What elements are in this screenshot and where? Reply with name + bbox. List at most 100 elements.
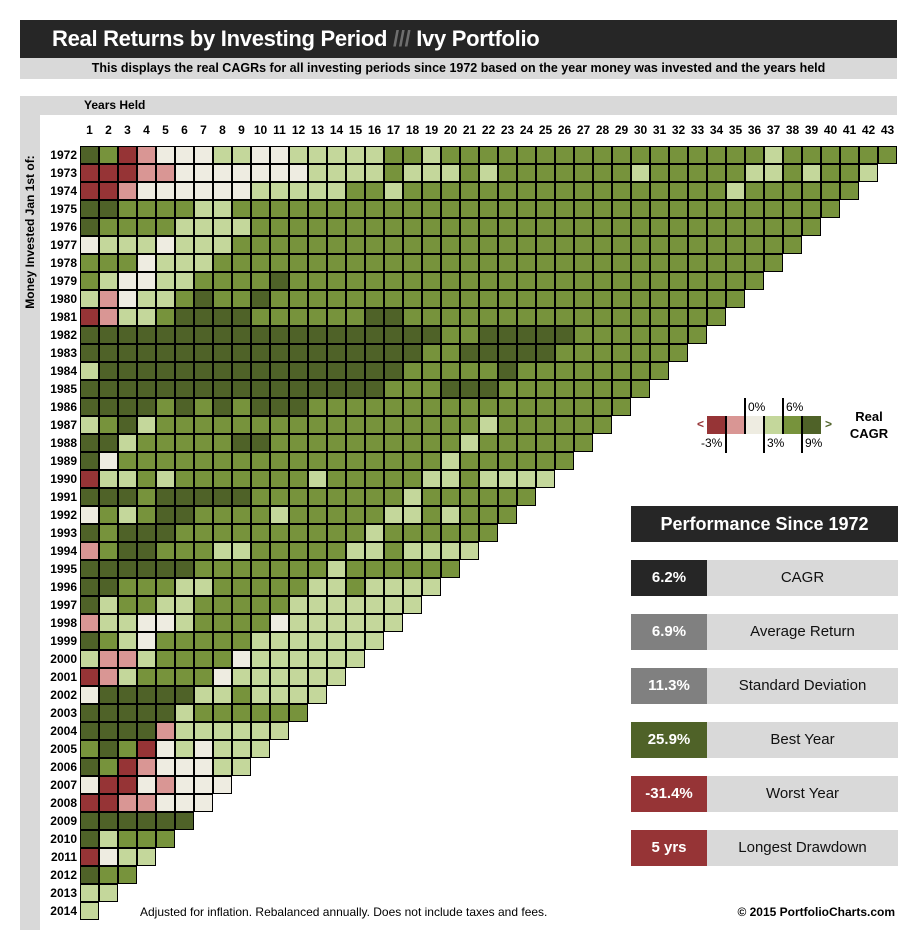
heatmap-cell bbox=[80, 470, 99, 488]
heatmap-cell bbox=[517, 326, 536, 344]
heatmap-cell bbox=[422, 524, 441, 542]
heatmap-cell bbox=[270, 524, 289, 542]
heatmap-cell bbox=[574, 308, 593, 326]
stat-row: 11.3% Standard Deviation bbox=[631, 668, 898, 704]
heatmap-cell bbox=[213, 740, 232, 758]
heatmap-cell bbox=[194, 560, 213, 578]
heatmap-cell bbox=[346, 650, 365, 668]
heatmap-cell bbox=[175, 686, 194, 704]
heatmap-cell bbox=[517, 452, 536, 470]
heatmap-cell bbox=[726, 146, 745, 164]
heatmap-cell bbox=[555, 344, 574, 362]
heatmap-cell bbox=[574, 434, 593, 452]
heatmap-cell bbox=[194, 704, 213, 722]
heatmap-cell bbox=[289, 506, 308, 524]
heatmap-cell bbox=[308, 452, 327, 470]
heatmap-cell bbox=[137, 848, 156, 866]
heatmap-cell bbox=[460, 416, 479, 434]
heatmap-cell bbox=[137, 452, 156, 470]
heatmap-cell bbox=[194, 740, 213, 758]
heatmap-cell bbox=[460, 344, 479, 362]
heatmap-cell bbox=[289, 614, 308, 632]
heatmap-cell bbox=[308, 632, 327, 650]
heatmap-cell bbox=[175, 326, 194, 344]
heatmap-cell bbox=[574, 326, 593, 344]
row-label: 2001 bbox=[50, 670, 77, 684]
heatmap-cell bbox=[479, 236, 498, 254]
heatmap-cell bbox=[821, 164, 840, 182]
heatmap-cell bbox=[232, 254, 251, 272]
heatmap-cell bbox=[213, 596, 232, 614]
column-label: 35 bbox=[728, 123, 743, 137]
heatmap-cell bbox=[289, 668, 308, 686]
column-label: 38 bbox=[785, 123, 800, 137]
heatmap-cell bbox=[365, 236, 384, 254]
heatmap-cell bbox=[384, 452, 403, 470]
row-label: 1987 bbox=[50, 418, 77, 432]
heatmap-cell bbox=[536, 146, 555, 164]
heatmap-cell bbox=[308, 380, 327, 398]
heatmap-cell bbox=[479, 146, 498, 164]
column-label: 13 bbox=[310, 123, 325, 137]
heatmap-cell bbox=[118, 146, 137, 164]
stat-value: 5 yrs bbox=[631, 830, 707, 866]
heatmap-cell bbox=[118, 668, 137, 686]
heatmap-cell bbox=[555, 326, 574, 344]
heatmap-cell bbox=[194, 272, 213, 290]
heatmap-cell bbox=[403, 362, 422, 380]
heatmap-cell bbox=[232, 686, 251, 704]
heatmap-cell bbox=[137, 182, 156, 200]
heatmap-cell bbox=[213, 308, 232, 326]
heatmap-cell bbox=[441, 344, 460, 362]
heatmap-cell bbox=[289, 560, 308, 578]
heatmap-cell bbox=[99, 704, 118, 722]
heatmap-cell bbox=[422, 380, 441, 398]
heatmap-cell bbox=[137, 470, 156, 488]
heatmap-cell bbox=[327, 326, 346, 344]
heatmap-cell bbox=[422, 218, 441, 236]
heatmap-cell bbox=[251, 542, 270, 560]
heatmap-cell bbox=[251, 578, 270, 596]
heatmap-cell bbox=[137, 578, 156, 596]
row-label: 1981 bbox=[50, 310, 77, 324]
heatmap-cell bbox=[232, 326, 251, 344]
heatmap-cell bbox=[118, 344, 137, 362]
heatmap-cell bbox=[422, 398, 441, 416]
heatmap-cell bbox=[270, 398, 289, 416]
heatmap-cell bbox=[80, 812, 99, 830]
performance-title: Performance Since 1972 bbox=[631, 506, 898, 542]
heatmap-cell bbox=[175, 704, 194, 722]
heatmap-cell bbox=[555, 362, 574, 380]
heatmap-cell bbox=[327, 164, 346, 182]
heatmap-cell bbox=[194, 758, 213, 776]
heatmap-cell bbox=[156, 830, 175, 848]
heatmap-cell bbox=[327, 272, 346, 290]
heatmap-cell bbox=[289, 308, 308, 326]
heatmap-cell bbox=[308, 182, 327, 200]
heatmap-cell bbox=[365, 308, 384, 326]
heatmap-cell bbox=[289, 254, 308, 272]
heatmap-cell bbox=[308, 326, 327, 344]
heatmap-cell bbox=[593, 146, 612, 164]
heatmap-cell bbox=[403, 344, 422, 362]
heatmap-cell bbox=[346, 452, 365, 470]
column-label: 24 bbox=[519, 123, 534, 137]
heatmap-cell bbox=[194, 416, 213, 434]
heatmap-cell bbox=[118, 704, 137, 722]
heatmap-cell bbox=[118, 416, 137, 434]
heatmap-cell bbox=[441, 380, 460, 398]
heatmap-cell bbox=[308, 308, 327, 326]
heatmap-cell bbox=[175, 596, 194, 614]
stat-row: -31.4% Worst Year bbox=[631, 776, 898, 812]
heatmap-cell bbox=[669, 236, 688, 254]
heatmap-cell bbox=[346, 164, 365, 182]
heatmap-cell bbox=[422, 362, 441, 380]
heatmap-cell bbox=[194, 326, 213, 344]
column-label: 4 bbox=[143, 123, 150, 137]
heatmap-cell bbox=[403, 416, 422, 434]
heatmap-cell bbox=[80, 218, 99, 236]
heatmap-cell bbox=[479, 470, 498, 488]
heatmap-cell bbox=[156, 506, 175, 524]
heatmap-cell bbox=[137, 542, 156, 560]
heatmap-cell bbox=[175, 722, 194, 740]
